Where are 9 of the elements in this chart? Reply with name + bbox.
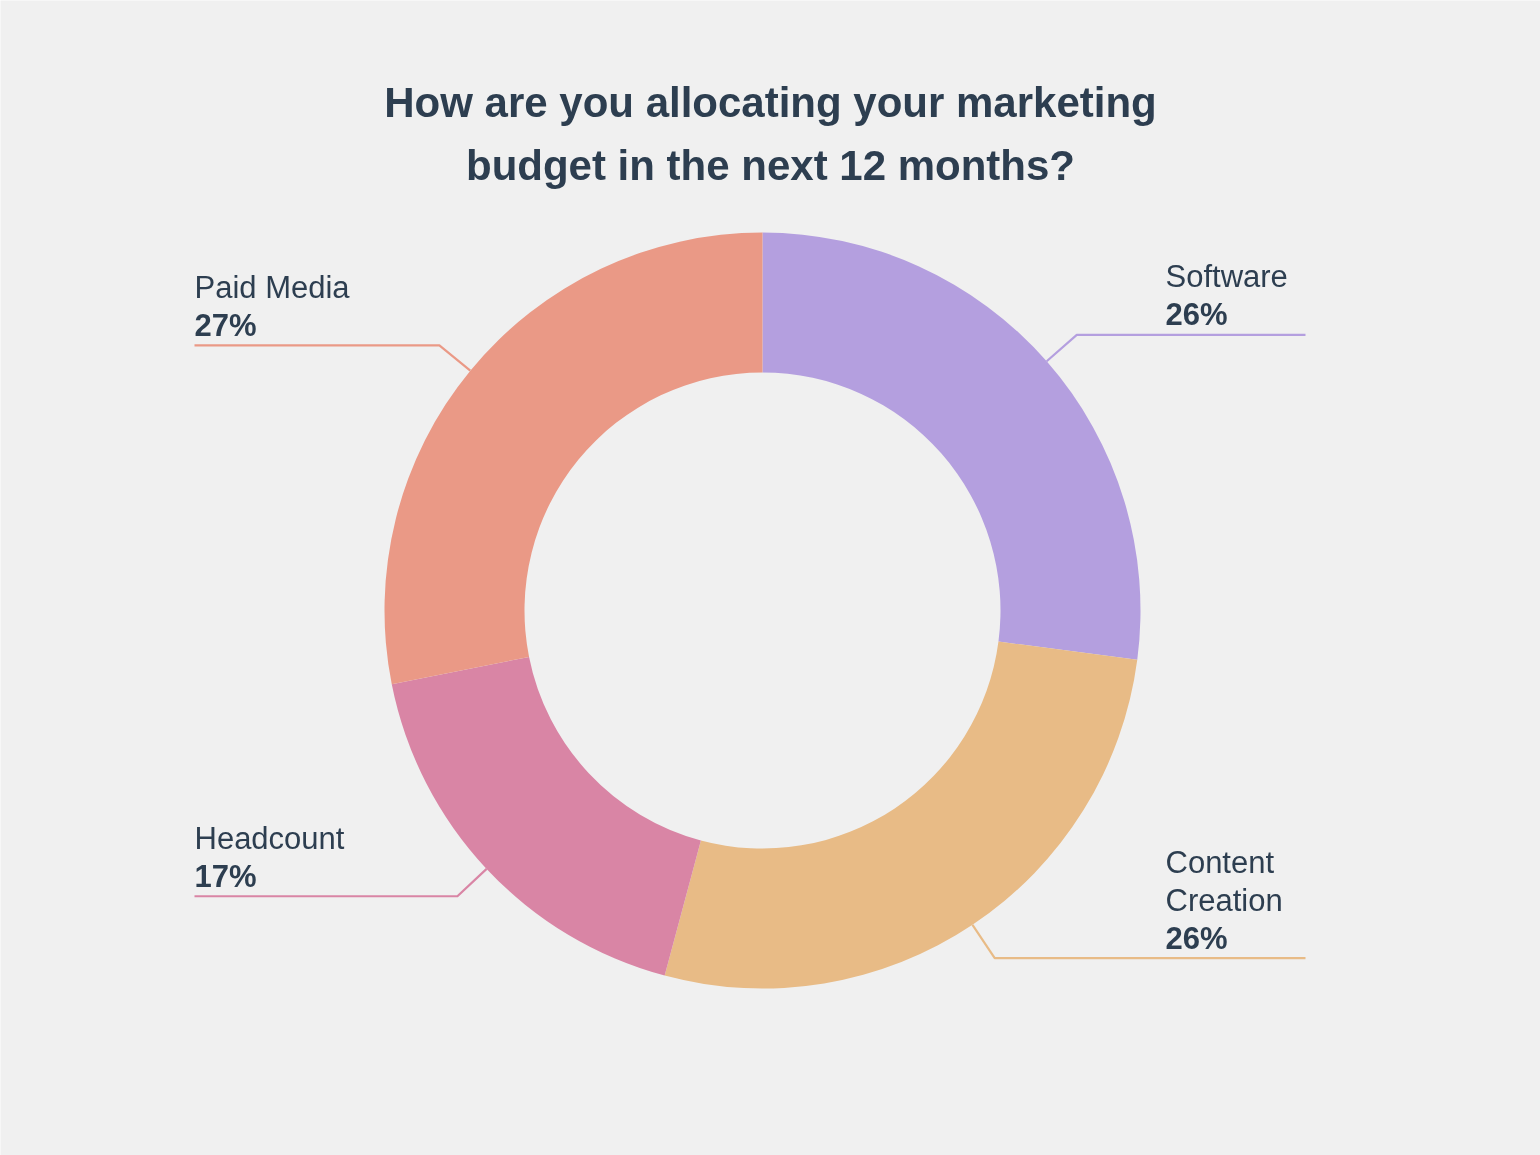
data-label: 26% — [1165, 297, 1228, 333]
slice-label: Paid Media — [194, 269, 351, 305]
data-label: 26% — [1165, 920, 1228, 956]
data-label: 17% — [194, 858, 257, 894]
slice-label: Content Creation — [1165, 844, 1283, 918]
slice-label: Software — [1165, 259, 1288, 295]
chart-title: How are you allocating your marketing budget in the next 12 months? — [384, 78, 1157, 189]
data-label: 27% — [194, 307, 257, 343]
slice-label: Headcount — [194, 820, 345, 856]
